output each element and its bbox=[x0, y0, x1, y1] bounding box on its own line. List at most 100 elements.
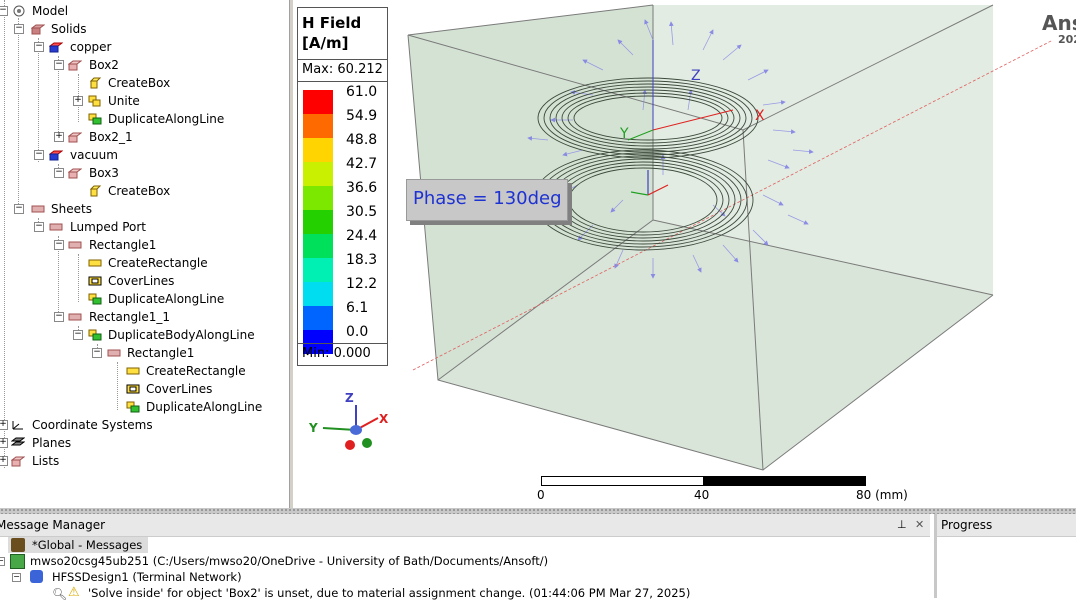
phase-text: Phase = 130deg bbox=[413, 188, 562, 209]
legend-swatch bbox=[303, 138, 333, 162]
tree-item-label: Rectangle1 bbox=[89, 238, 157, 252]
model-axes bbox=[627, 40, 734, 196]
material-icon bbox=[49, 42, 63, 53]
legend-units: [A/m] bbox=[302, 34, 349, 52]
cover-icon bbox=[88, 276, 102, 286]
ruler-label-80: 80 (mm) bbox=[856, 488, 908, 502]
solids-icon bbox=[31, 24, 45, 35]
scale-ruler bbox=[541, 476, 866, 486]
triad-x-label: X bbox=[379, 412, 389, 426]
sheet-icon bbox=[49, 223, 63, 231]
legend-max: Max: 60.212 bbox=[302, 62, 383, 77]
tree-item-label: vacuum bbox=[70, 148, 118, 162]
legend-level: 48.8 bbox=[346, 132, 378, 148]
tree-item-label: DuplicateAlongLine bbox=[108, 112, 225, 126]
tree-item-label: CreateBox bbox=[108, 76, 171, 90]
progress-title: Progress bbox=[941, 518, 993, 532]
legend-level: 61.0 bbox=[346, 84, 378, 100]
legend-swatch bbox=[303, 210, 333, 234]
legend-level: 24.4 bbox=[346, 228, 378, 244]
sheet-icon bbox=[68, 313, 82, 321]
message-manager: Message Manager ⊥ ✕ *Global - Messages −… bbox=[0, 514, 930, 601]
tree-item-label: Solids bbox=[51, 22, 87, 36]
message-text: HFSSDesign1 (Terminal Network) bbox=[52, 570, 242, 584]
tree-item-label: Unite bbox=[108, 94, 140, 108]
coordinate-icon bbox=[12, 421, 23, 430]
legend-title: H Field bbox=[302, 14, 362, 32]
legend-level: 42.7 bbox=[346, 156, 378, 172]
legend-level: 0.0 bbox=[346, 324, 369, 340]
ruler-label-0: 0 bbox=[537, 488, 545, 502]
warning-icon: ⚠ bbox=[68, 585, 80, 600]
horizontal-splitter[interactable] bbox=[0, 508, 1076, 514]
legend-swatch bbox=[303, 258, 333, 282]
tree-item-label: Rectangle1_1 bbox=[89, 310, 171, 324]
3d-scene: Z X Y bbox=[322, 4, 1054, 471]
orientation-triad[interactable] bbox=[322, 405, 379, 450]
box-icon bbox=[68, 168, 82, 179]
legend-swatch bbox=[303, 114, 333, 138]
project-icon bbox=[10, 554, 25, 569]
svg-text:Z: Z bbox=[691, 68, 701, 84]
tree-item-label: DuplicateAlongLine bbox=[108, 292, 225, 306]
tree-item-label: Box3 bbox=[89, 166, 119, 180]
legend-level: 54.9 bbox=[346, 108, 378, 124]
pin-icon[interactable]: ⊥ bbox=[897, 518, 907, 531]
coil-upper bbox=[537, 77, 759, 159]
material-icon bbox=[49, 150, 63, 161]
box-icon bbox=[68, 132, 82, 143]
rect-icon bbox=[126, 367, 140, 375]
ansys-year: 202 bbox=[1058, 33, 1076, 46]
legend-min: Min: 0.000 bbox=[302, 346, 371, 361]
tree-item-label: Lists bbox=[32, 454, 60, 468]
createbox-icon bbox=[89, 77, 102, 89]
3d-viewport[interactable]: Z X Y Z X Y Ans 202 H Field [A/m] Max: 6… bbox=[293, 0, 1076, 508]
message-text: mwso20csg45ub251 (C:/Users/mwso20/OneDri… bbox=[30, 554, 549, 568]
message-text: 'Solve inside' for object 'Box2' is unse… bbox=[88, 586, 691, 600]
design-icon bbox=[30, 570, 43, 583]
legend-swatch bbox=[303, 282, 333, 306]
unite-icon bbox=[88, 95, 101, 107]
ansys-logo: Ans bbox=[1042, 11, 1076, 35]
tree-item-label: Lumped Port bbox=[70, 220, 146, 234]
legend-swatch bbox=[303, 330, 333, 354]
message-manager-header: Message Manager ⊥ ✕ bbox=[0, 514, 930, 537]
message-row-global[interactable]: *Global - Messages bbox=[8, 537, 148, 553]
message-manager-title: Message Manager bbox=[0, 518, 106, 532]
phase-label: Phase = 130deg bbox=[406, 179, 568, 221]
duplicate-icon bbox=[88, 113, 102, 125]
tree-item-label: Rectangle1 bbox=[127, 346, 195, 360]
legend-swatch bbox=[303, 90, 333, 114]
tree-item-label: CreateRectangle bbox=[108, 256, 208, 270]
sheet-icon bbox=[68, 241, 82, 249]
tree-item-label: CreateBox bbox=[108, 184, 171, 198]
tree-item-label: Model bbox=[32, 4, 69, 18]
legend-level: 12.2 bbox=[346, 276, 378, 292]
duplicate-icon bbox=[88, 293, 102, 305]
close-icon[interactable]: ✕ bbox=[915, 518, 925, 531]
triad-z-label: Z bbox=[345, 391, 354, 405]
planes-icon bbox=[11, 437, 25, 446]
tree-item-label: DuplicateAlongLine bbox=[146, 400, 263, 414]
field-legend[interactable]: H Field [A/m] Max: 60.212 61.0 54.9 48.8 42… bbox=[297, 7, 388, 366]
message-text: *Global - Messages bbox=[32, 538, 143, 552]
progress-header: Progress bbox=[937, 514, 1076, 537]
triad-y-label: Y bbox=[309, 421, 318, 435]
tree-item-label: Box2 bbox=[89, 58, 119, 72]
legend-level: 36.6 bbox=[346, 180, 378, 196]
tree-item-label: CreateRectangle bbox=[146, 364, 246, 378]
vertical-splitter[interactable] bbox=[289, 0, 294, 508]
legend-swatch bbox=[303, 186, 333, 210]
tree-item-label: Planes bbox=[32, 436, 72, 450]
legend-swatch bbox=[303, 162, 333, 186]
svg-text:Y: Y bbox=[619, 126, 629, 142]
createbox-icon bbox=[89, 185, 102, 197]
cover-icon bbox=[126, 384, 140, 394]
duplicate-icon bbox=[126, 401, 140, 413]
legend-swatch bbox=[303, 306, 333, 330]
tree-item-label: copper bbox=[70, 40, 112, 54]
tree-item-label: CoverLines bbox=[108, 274, 175, 288]
legend-level: 18.3 bbox=[346, 252, 378, 268]
tree-item-label: Sheets bbox=[51, 202, 92, 216]
svg-text:X: X bbox=[755, 108, 765, 124]
